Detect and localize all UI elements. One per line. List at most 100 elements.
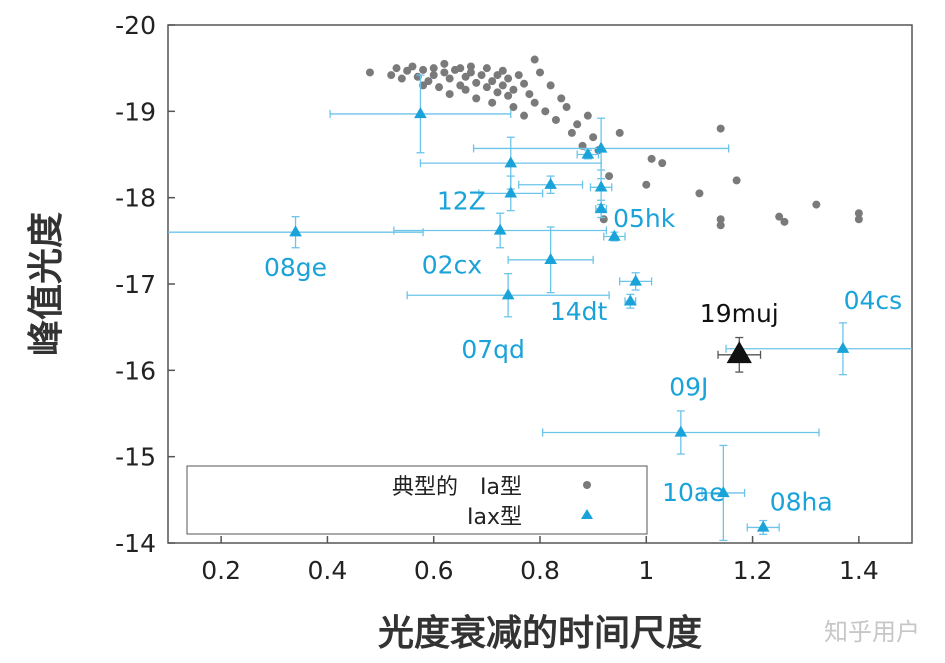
ia-point: [536, 68, 544, 77]
series-typical-ia: [365, 55, 863, 230]
ia-point: [541, 107, 550, 116]
ia-point: [716, 124, 725, 133]
legend: 典型的 Ia型 Iax型: [186, 465, 648, 535]
ia-point: [520, 79, 529, 88]
ia-point: [488, 77, 497, 86]
ia-point: [461, 85, 470, 94]
sn-label-07qd: 07qd: [461, 335, 525, 364]
ia-point: [530, 98, 539, 107]
ia-point: [551, 115, 560, 124]
iax-point-marker: [836, 341, 850, 353]
ia-point: [509, 85, 518, 94]
legend-marker-iax: [581, 509, 593, 519]
ia-point: [716, 215, 725, 224]
iax-point-marker: [544, 253, 557, 265]
ia-point: [472, 78, 481, 87]
iax-point-marker: [289, 225, 302, 237]
ia-point: [695, 189, 704, 198]
ia-point: [780, 217, 789, 226]
ia-point: [392, 64, 401, 73]
ia-point: [466, 68, 475, 77]
iax-point-marker: [717, 486, 730, 498]
ia-point: [498, 66, 507, 75]
ia-point: [445, 74, 454, 83]
y-tick-label: -16: [115, 356, 156, 385]
ia-point: [573, 120, 582, 129]
ia-point: [429, 64, 438, 73]
iax-point-marker: [629, 274, 642, 286]
ia-point: [615, 128, 624, 137]
iax-point-marker: [544, 177, 557, 189]
ia-point: [775, 212, 784, 221]
ia-point: [605, 172, 614, 181]
ia-point: [514, 71, 523, 80]
x-axis: 0.2 0.4 0.6 0.8 1 1.2 1.4: [201, 536, 879, 585]
ia-point: [812, 200, 821, 209]
legend-label-ia: 典型的 Ia型: [392, 475, 522, 500]
sn-label-04cs: 04cs: [844, 286, 903, 315]
ia-point: [493, 88, 502, 97]
ia-point: [642, 180, 651, 189]
x-tick-label: 0.2: [201, 556, 241, 585]
iax-point-marker: [594, 180, 608, 192]
ia-point: [567, 128, 576, 137]
plot-frame: [167, 24, 913, 544]
y-axis-title: 峰值光度: [26, 212, 67, 356]
sn-label-05hk: 05hk: [613, 204, 676, 233]
ia-point: [482, 83, 491, 92]
plot-area: 0.2 0.4 0.6 0.8 1 1.2 1.4 -20 -19 -18 -17 -16 -15 -1…: [115, 11, 913, 585]
y-tick-label: -20: [115, 11, 156, 40]
series-19muj: [717, 336, 762, 373]
iax-point-marker: [756, 520, 770, 532]
x-tick-label: 0.6: [414, 556, 454, 585]
sn-label-08ha: 08ha: [770, 487, 833, 516]
ia-point: [488, 98, 497, 107]
ia-point: [530, 55, 539, 64]
ia-point: [419, 65, 428, 74]
x-tick-label: 1.4: [839, 556, 879, 585]
y-tick-label: -17: [115, 270, 156, 299]
iax-point-marker: [674, 425, 688, 437]
sn-label-19muj: 19muj: [700, 299, 779, 328]
y-axis: -20 -19 -18 -17 -16 -15 -14: [115, 11, 175, 558]
ia-point: [440, 68, 449, 77]
iax-point-marker: [594, 202, 608, 214]
ia-point: [716, 221, 725, 230]
iax-point-marker: [493, 223, 507, 235]
ia-point: [387, 71, 396, 80]
sn-label-08ge: 08ge: [264, 253, 327, 282]
ia-point: [440, 59, 449, 68]
legend-marker-ia: [583, 481, 591, 489]
ia-point: [408, 62, 417, 71]
iax-point-marker: [594, 141, 608, 153]
iax-point-marker: [624, 294, 637, 306]
supernova-labels: 08ge 12Z 05hk 02cx 14dt 07qd 04cs 09J 10ae 08ha 19…: [264, 186, 902, 516]
ia-point: [461, 72, 470, 81]
iax-point-marker: [504, 156, 518, 168]
x-axis-title: 光度衰减的时间尺度: [378, 613, 702, 654]
y-tick-label: -18: [115, 184, 156, 213]
ia-point: [429, 71, 438, 80]
sn-label-02cx: 02cx: [422, 250, 482, 279]
ia-point: [520, 111, 529, 120]
ia-point: [493, 71, 502, 80]
ia-point: [472, 94, 481, 103]
ia-point: [557, 94, 566, 103]
ia-point: [509, 103, 518, 112]
ia-point: [562, 103, 571, 112]
x-tick-label: 0.4: [308, 556, 348, 585]
ia-point: [732, 176, 741, 185]
ia-point: [466, 62, 475, 71]
y-tick-label: -15: [115, 443, 156, 472]
x-tick-label: 0.8: [520, 556, 560, 585]
y-tick-label: -14: [115, 529, 156, 558]
sn-label-09j: 09J: [669, 372, 708, 401]
x-tick-label: 1.2: [733, 556, 773, 585]
legend-label-iax: Iax型: [467, 505, 522, 530]
ia-point: [589, 133, 598, 142]
ia-point: [419, 81, 428, 90]
sn-label-12z: 12Z: [437, 186, 486, 215]
y-tick-label: -19: [115, 97, 156, 126]
ia-point: [854, 209, 863, 218]
